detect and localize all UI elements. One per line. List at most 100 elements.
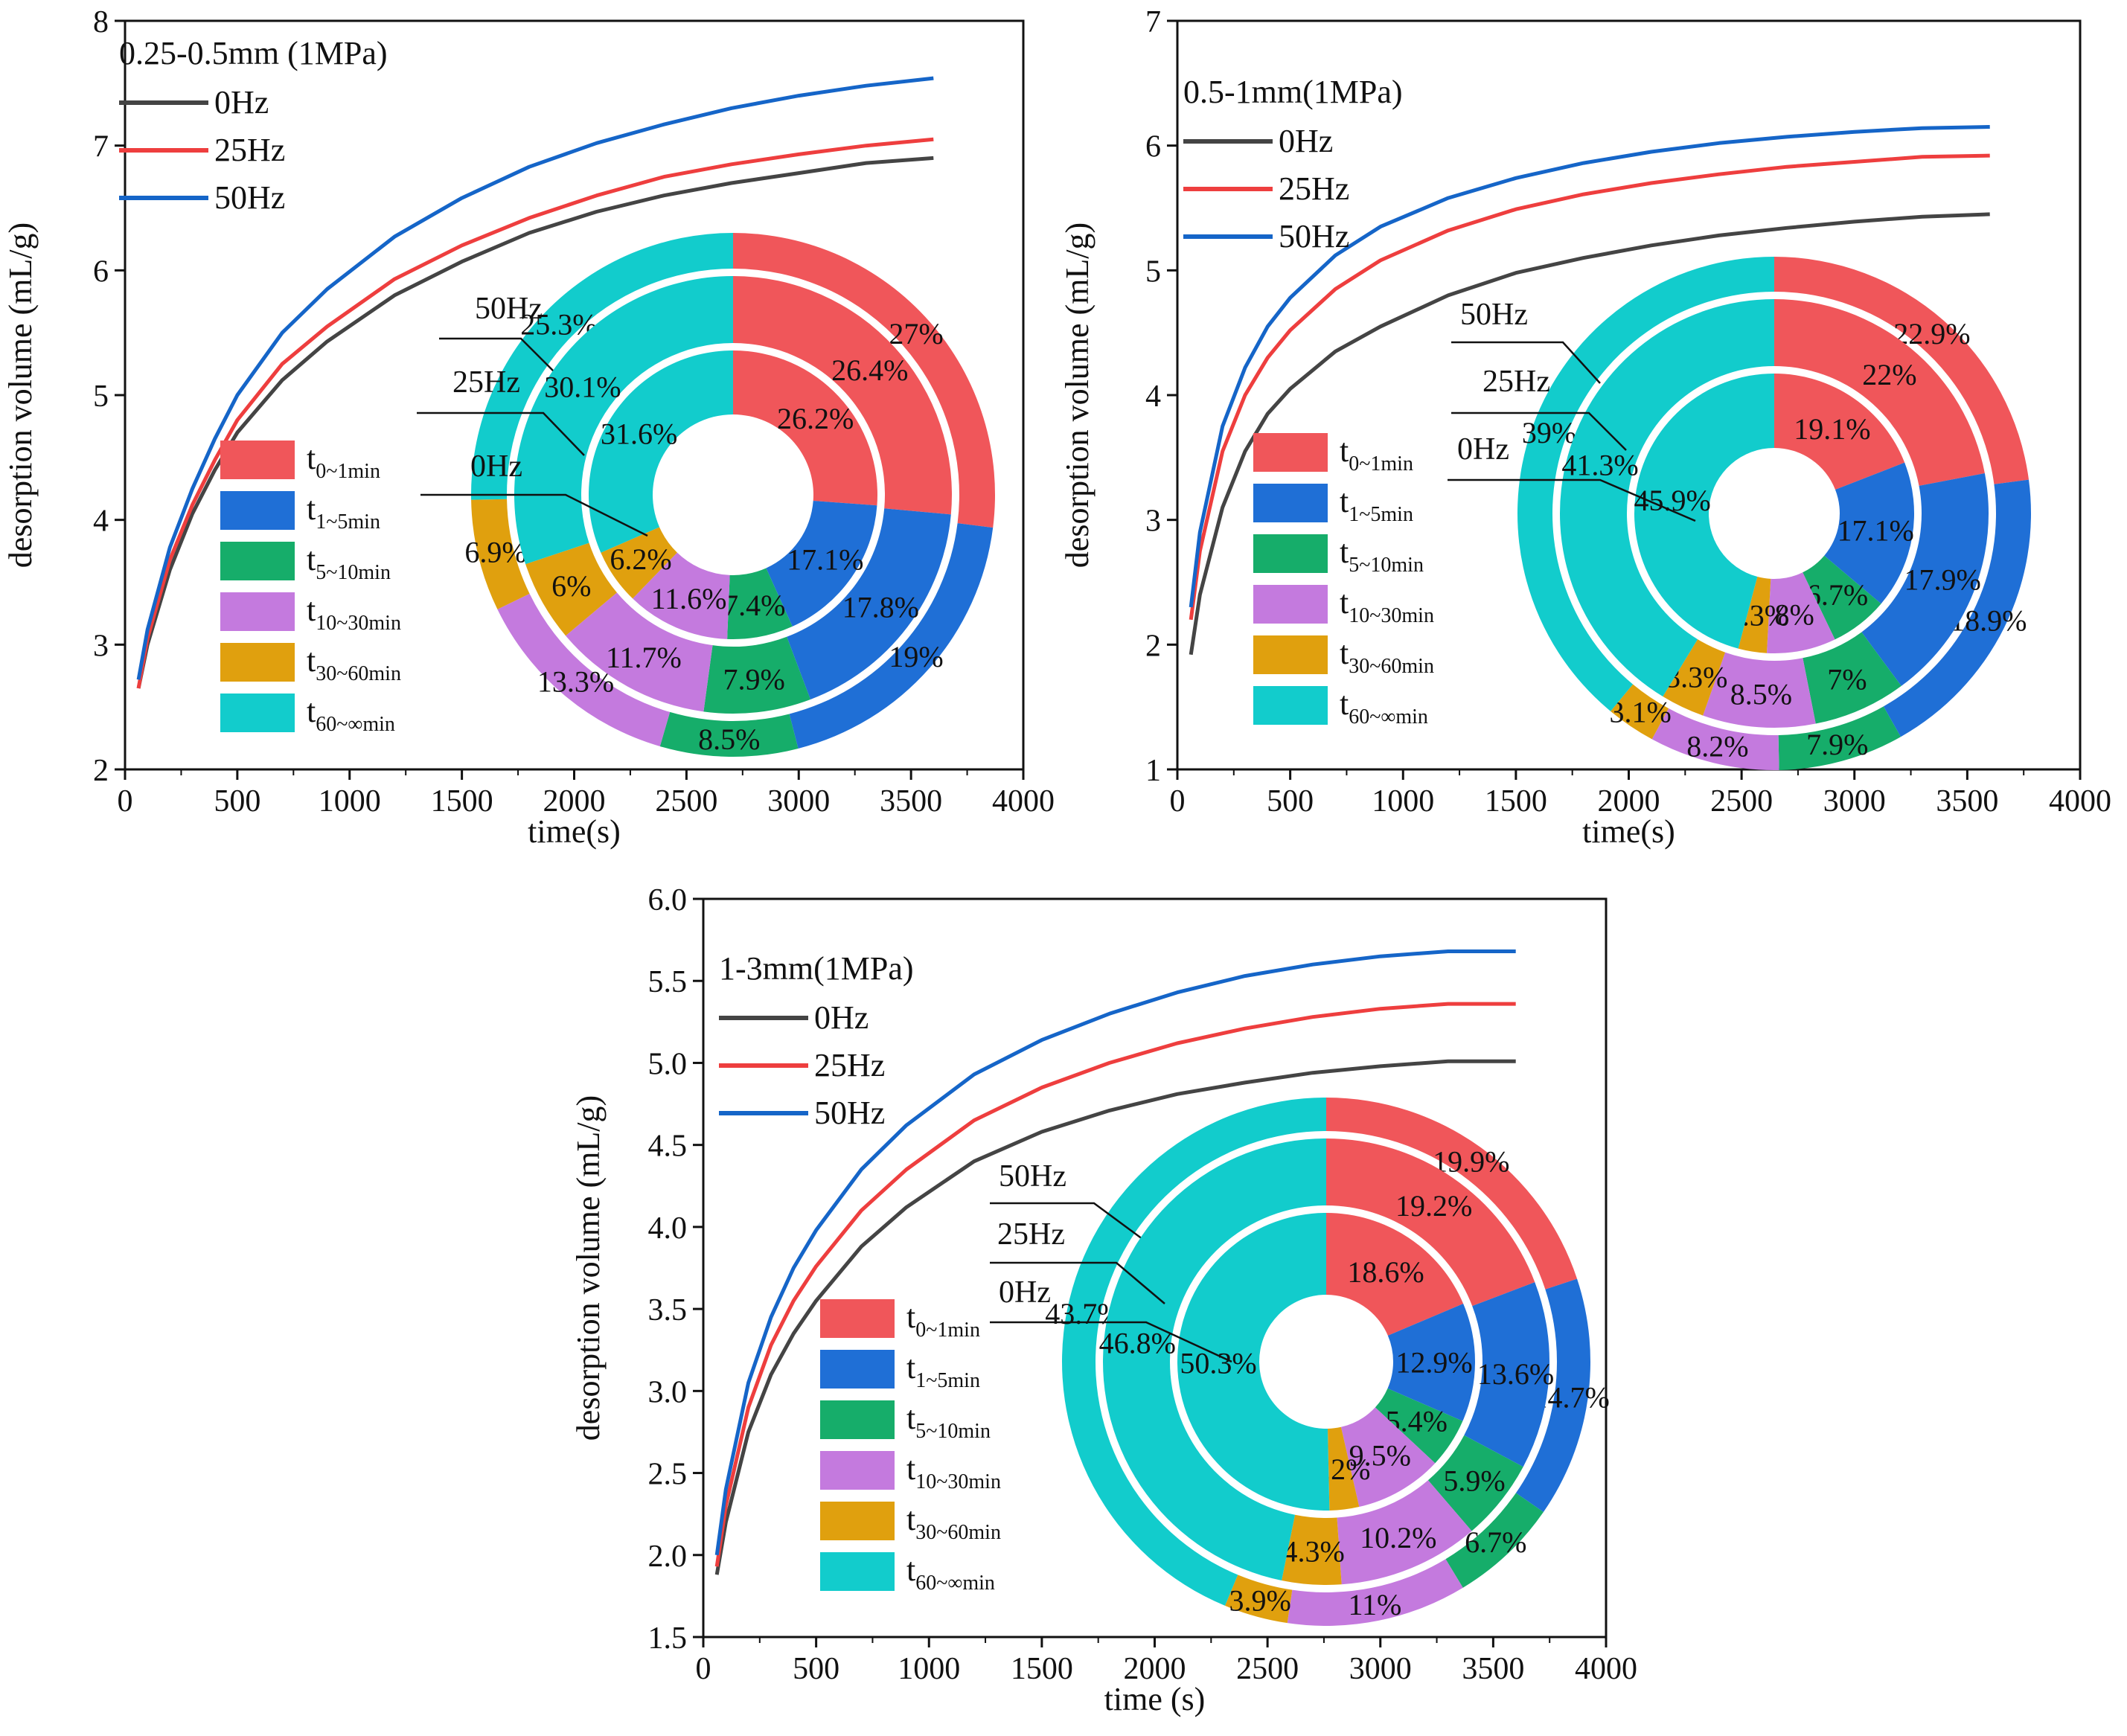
- donut-50Hz-pct-2: 7.9%: [1806, 728, 1868, 761]
- legend-segment-label-4: t30~60min: [906, 1501, 1001, 1544]
- legend-swatch-2: [1253, 534, 1328, 573]
- donut-0Hz-segment-1: [1824, 462, 1914, 604]
- legend-segment-label-5: t60~∞min: [307, 693, 395, 736]
- x-tick-label: 1000: [319, 784, 381, 819]
- donut-50Hz-pct-1: 19%: [889, 640, 943, 673]
- series-line-50Hz: [136, 76, 934, 680]
- y-tick-label: 6: [93, 254, 109, 289]
- donut-25Hz-pct-5: 30.1%: [544, 370, 621, 403]
- donut-50Hz-segment-1: [1515, 1278, 1590, 1513]
- donut-0Hz-pct-3: 8%: [1774, 598, 1814, 631]
- legend-label-25Hz: 25Hz: [214, 132, 285, 168]
- donut-25Hz-segment-1: [787, 508, 951, 699]
- ring-label-0Hz: 0Hz: [1457, 432, 1509, 467]
- series-line-25Hz: [714, 1002, 1516, 1567]
- donut-0Hz-pct-5: 50.3%: [1180, 1347, 1256, 1380]
- legend-swatch-0: [220, 441, 295, 479]
- x-tick-label: 3000: [767, 784, 830, 819]
- donut-50Hz-pct-3: 13.3%: [537, 665, 614, 699]
- x-axis-label: time(s): [1582, 813, 1675, 850]
- x-tick-label: 2500: [1710, 784, 1773, 819]
- x-tick-label: 3500: [880, 784, 942, 819]
- legend-segment-label-4: t30~60min: [1340, 635, 1434, 678]
- x-tick-label: 1500: [431, 784, 493, 819]
- x-axis-label: time (s): [1104, 1681, 1206, 1717]
- donut-0Hz-pct-5: 31.6%: [601, 417, 677, 450]
- legend-label-50Hz: 50Hz: [1279, 218, 1349, 254]
- donut-50Hz-segment-5: [1517, 257, 1774, 711]
- ring-leader-0Hz: [990, 1321, 1232, 1363]
- x-tick-label: 3500: [1462, 1652, 1524, 1686]
- donut-25Hz-segment-3: [566, 592, 713, 712]
- x-tick-label: 4000: [992, 784, 1055, 819]
- donut-0Hz-segment-5: [588, 350, 733, 553]
- legend-segment-label-0: t0~1min: [906, 1298, 980, 1342]
- donut-25Hz-pct-1: 13.6%: [1477, 1357, 1554, 1391]
- donut-0Hz-pct-2: 7.4%: [723, 589, 785, 622]
- legend-segment-label-1: t1~5min: [307, 490, 380, 534]
- donut-0Hz-pct-0: 19.1%: [1794, 412, 1870, 446]
- donut-50Hz-segment-4: [1611, 684, 1669, 740]
- x-tick-label: 4000: [1575, 1652, 1637, 1686]
- donut-0Hz-pct-0: 26.2%: [777, 402, 854, 435]
- legend-segment-label-2: t5~10min: [906, 1400, 991, 1443]
- donut-50Hz-segment-2: [659, 711, 799, 757]
- y-tick-label: 2: [93, 754, 109, 788]
- donut-50Hz-segment-3: [1651, 708, 1779, 770]
- donut-25Hz-pct-4: 6%: [551, 569, 591, 603]
- donut-50Hz-segment-3: [1287, 1559, 1463, 1626]
- donut-50Hz-segment-0: [1774, 257, 2030, 484]
- donut-25Hz-pct-5: 46.8%: [1099, 1326, 1176, 1359]
- series-line-25Hz: [1189, 153, 1990, 621]
- y-tick-label: 4.0: [648, 1211, 688, 1246]
- y-tick-label: 3: [1145, 505, 1161, 539]
- donut-50Hz-pct-5: 39%: [1522, 416, 1576, 449]
- donut-25Hz-segment-1: [1464, 1282, 1549, 1467]
- legend-swatch-5: [820, 1552, 895, 1591]
- ring-label-50Hz: 50Hz: [999, 1159, 1066, 1194]
- ring-label-0Hz: 0Hz: [470, 449, 522, 484]
- ring-label-50Hz: 50Hz: [1460, 298, 1528, 332]
- donut-50Hz-pct-3: 8.2%: [1686, 729, 1748, 763]
- y-tick-label: 5.0: [648, 1047, 688, 1081]
- legend-swatch-3: [820, 1451, 895, 1490]
- donut-0Hz-pct-3: 9.5%: [1349, 1439, 1411, 1473]
- x-tick-label: 500: [1267, 784, 1314, 819]
- donut-0Hz-pct-4: 6.2%: [610, 542, 671, 576]
- donut-25Hz-pct-1: 17.8%: [842, 591, 919, 624]
- x-tick-label: 500: [214, 784, 260, 819]
- legend-segment-label-3: t10~30min: [1340, 584, 1434, 627]
- ring-label-25Hz: 25Hz: [997, 1217, 1065, 1252]
- donut-0Hz-segment-2: [1803, 555, 1881, 640]
- donut-0Hz-segment-0: [1774, 374, 1905, 490]
- donut-25Hz-segment-2: [703, 636, 811, 714]
- x-tick-label: 3000: [1349, 1652, 1412, 1686]
- donut-25Hz-pct-1: 17.9%: [1904, 563, 1981, 597]
- y-tick-label: 4.5: [648, 1130, 688, 1164]
- ring-label-50Hz: 50Hz: [475, 292, 543, 326]
- donut-25Hz-segment-2: [1803, 632, 1901, 724]
- donut-0Hz-pct-1: 17.1%: [1837, 514, 1913, 548]
- donut-25Hz-pct-5: 41.3%: [1561, 448, 1638, 481]
- donut-0Hz-segment-1: [1387, 1303, 1475, 1421]
- ring-leader-25Hz: [990, 1261, 1165, 1304]
- donut-50Hz-segment-3: [497, 593, 671, 747]
- y-tick-label: 4: [1145, 379, 1161, 414]
- legend-swatch-3: [1253, 585, 1328, 624]
- donut-50Hz-pct-0: 19.9%: [1433, 1145, 1509, 1179]
- series-line-50Hz: [1189, 125, 1990, 608]
- y-tick-label: 3.5: [648, 1293, 688, 1327]
- legend-segment-label-2: t5~10min: [307, 541, 391, 584]
- donut-50Hz-pct-2: 6.7%: [1465, 1525, 1526, 1559]
- legend-label-50Hz: 50Hz: [214, 179, 285, 216]
- chart-title: 0.5-1mm(1MPa): [1183, 74, 1403, 110]
- donut-50Hz-pct-4: 3.1%: [1609, 695, 1671, 728]
- donut-50Hz-segment-1: [789, 523, 994, 749]
- series-line-0Hz: [714, 1059, 1516, 1575]
- y-tick-label: 8: [93, 5, 109, 39]
- donut-25Hz-segment-4: [1663, 639, 1726, 716]
- ring-label-25Hz: 25Hz: [1482, 365, 1550, 399]
- legend-segment-label-3: t10~30min: [906, 1450, 1001, 1493]
- donut-0Hz-segment-1: [766, 500, 877, 627]
